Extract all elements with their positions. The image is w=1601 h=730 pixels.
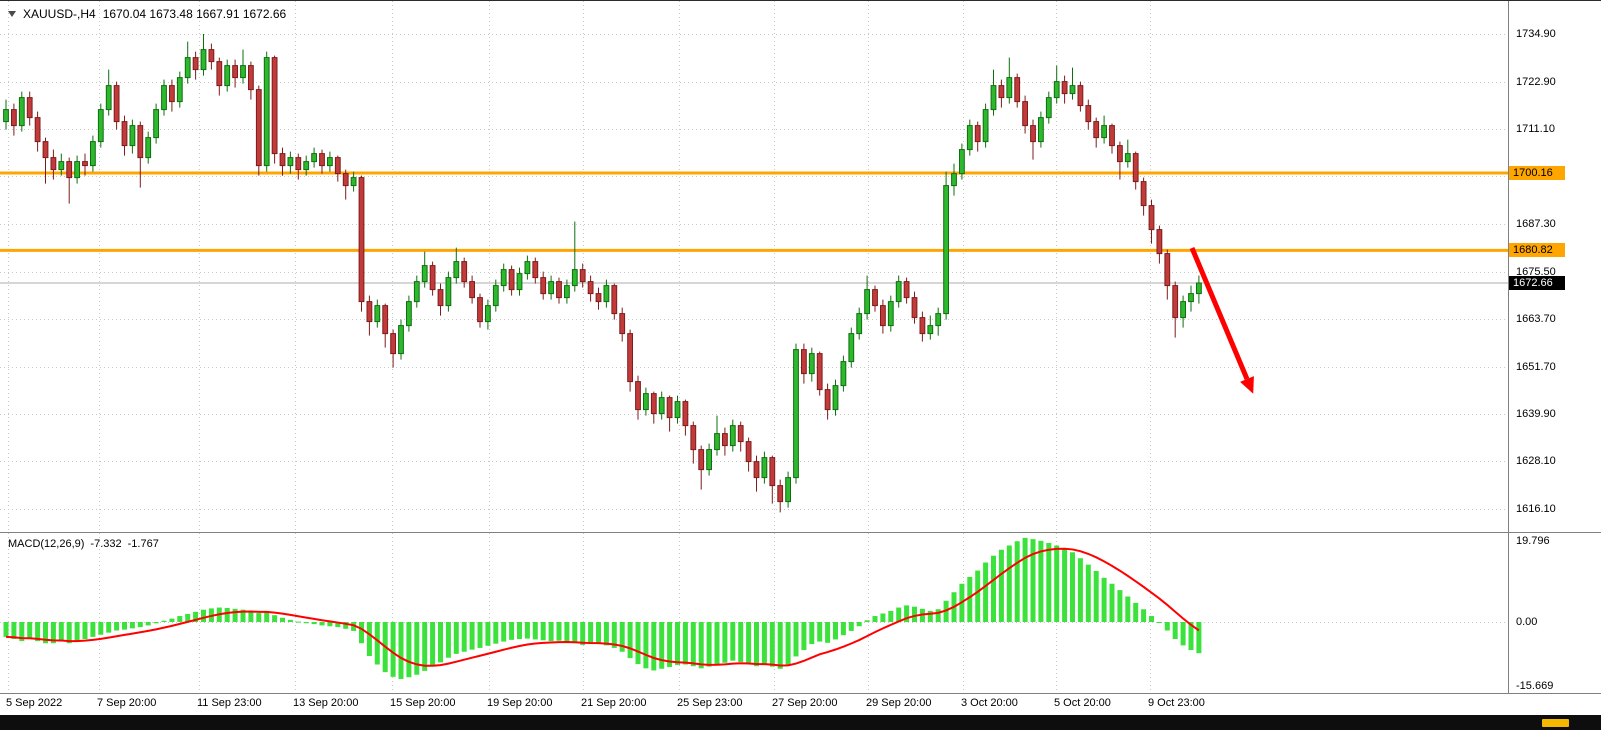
macd-indicator-panel[interactable] (0, 533, 1508, 693)
symbol-marker-icon (8, 11, 16, 17)
price-grid-label: 1675.50 (1516, 265, 1556, 278)
time-axis-label: 13 Sep 20:00 (293, 697, 359, 709)
time-axis-label: 7 Sep 20:00 (97, 697, 157, 709)
time-axis-divider (0, 693, 1601, 694)
macd-axis-label: 19.796 (1516, 535, 1550, 547)
price-grid-label: 1663.70 (1516, 312, 1556, 325)
price-grid-label: 1639.90 (1516, 408, 1556, 420)
time-axis[interactable]: 5 Sep 2022 7 Sep 20:00 11 Sep 23:00 13 Sep … (0, 694, 1601, 715)
macd-axis-label: -15.669 (1516, 680, 1554, 692)
panel-divider[interactable] (0, 532, 1601, 533)
current-bar-ohlc: 1670.04 1673.48 1667.91 1672.66 (102, 7, 287, 21)
time-axis-label: 19 Sep 20:00 (487, 697, 553, 709)
time-axis-label: 15 Sep 20:00 (390, 697, 456, 709)
symbol-label: XAUUSD-,H4 (23, 7, 96, 21)
price-grid-label: 1628.10 (1516, 455, 1556, 468)
price-axis[interactable]: 1734.90 1722.90 1711.10 1687.30 1675.50 1663.… (1509, 1, 1601, 693)
macd-signal-value: -1.767 (127, 538, 159, 550)
time-axis-label: 29 Sep 20:00 (866, 697, 932, 709)
time-axis-label: 9 Oct 23:00 (1148, 697, 1205, 709)
price-grid-label: 1711.10 (1516, 123, 1555, 136)
time-axis-label: 27 Sep 20:00 (772, 697, 838, 709)
macd-signal-line (5, 547, 1200, 667)
macd-axis-label: 0.00 (1516, 616, 1538, 628)
price-grid (0, 1, 1508, 532)
price-level-label: 1700.16 (1509, 165, 1565, 180)
macd-indicator-label: MACD(12,26,9) (8, 538, 85, 550)
time-axis-label: 11 Sep 23:00 (197, 697, 262, 709)
price-grid-label: 1687.30 (1516, 218, 1556, 231)
price-grid-label: 1734.90 (1516, 28, 1556, 40)
price-axis-separator (1508, 1, 1509, 693)
trend-arrow-annotation[interactable] (1189, 247, 1254, 394)
price-grid-label: 1616.10 (1516, 503, 1556, 516)
symbol-info: XAUUSD-,H4 1670.04 1673.48 1667.91 1672.… (8, 7, 286, 21)
time-axis-label: 21 Sep 20:00 (581, 697, 647, 709)
price-level-label: 1672.66 (1509, 275, 1565, 290)
price-grid-label: 1651.70 (1516, 360, 1556, 373)
time-axis-label: 25 Sep 23:00 (677, 697, 743, 709)
price-level-label: 1680.82 (1509, 243, 1565, 258)
scrollbar-thumb[interactable] (1542, 719, 1569, 727)
time-axis-label: 3 Oct 20:00 (961, 697, 1018, 709)
time-axis-label: 5 Sep 2022 (6, 697, 63, 709)
macd-header: MACD(12,26,9) -7.332 -1.767 (8, 538, 159, 550)
macd-main-value: -7.332 (90, 538, 122, 550)
price-grid-label: 1722.90 (1516, 76, 1556, 88)
horizontal-scrollbar[interactable] (0, 715, 1601, 730)
time-axis-label: 5 Oct 20:00 (1054, 697, 1111, 709)
candles-layer (3, 34, 1202, 513)
price-chart-panel[interactable] (0, 1, 1508, 532)
horizontal-level-lines[interactable] (0, 171, 1508, 252)
